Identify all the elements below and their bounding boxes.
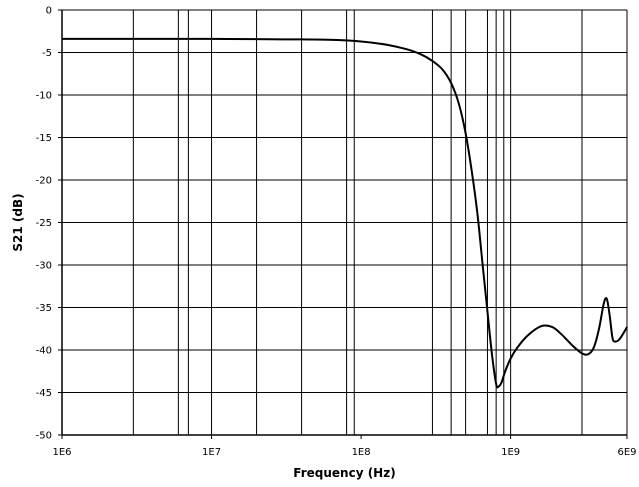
y-tick-label: -10	[36, 91, 52, 102]
series-lines	[62, 37, 628, 389]
y-axis-label: S21 (dB)	[11, 193, 25, 251]
x-tick-labels: 1E6 1E7 1E8 1E9 6E9	[52, 447, 636, 458]
x-tick-label: 6E9	[617, 447, 636, 458]
y-tick-label: -35	[36, 303, 52, 314]
y-tick-label: -40	[36, 346, 52, 357]
x-axis-label: Frequency (Hz)	[293, 466, 395, 480]
y-tick-label: -25	[36, 218, 52, 229]
s21-series-line	[62, 37, 628, 389]
x-tick-label: 1E9	[501, 447, 520, 458]
y-tick-label: -30	[36, 261, 52, 272]
y-tick-label: -5	[42, 48, 52, 59]
x-tick-label: 1E8	[352, 447, 371, 458]
y-tick-label: -45	[36, 388, 52, 399]
y-tick-labels: 0 -5 -10 -15 -20 -25 -30 -35 -40 -45 -50	[36, 6, 52, 442]
y-tick-label: -50	[36, 431, 52, 442]
y-tick-label: 0	[46, 6, 52, 17]
y-tick-label: -15	[36, 133, 52, 144]
x-tick-label: 1E7	[202, 447, 221, 458]
x-tick-label: 1E6	[52, 447, 71, 458]
y-tick-label: -20	[36, 176, 52, 187]
axes	[58, 9, 628, 439]
